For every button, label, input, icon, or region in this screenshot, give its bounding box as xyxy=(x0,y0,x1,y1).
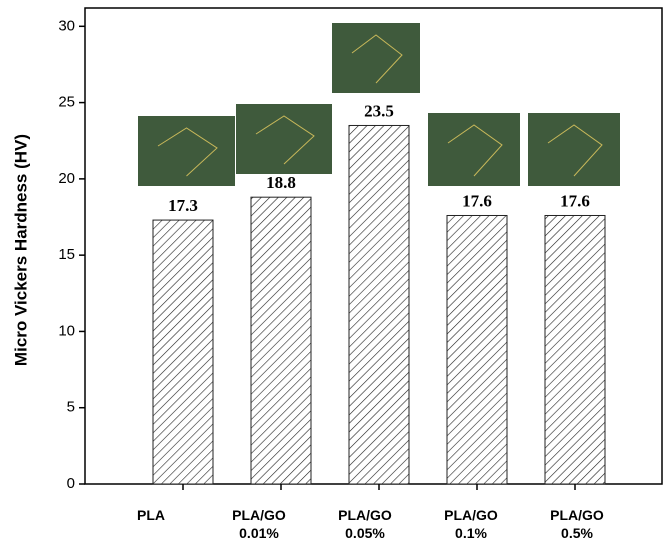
y-tick-label: 5 xyxy=(67,399,75,416)
bar xyxy=(250,196,312,485)
micrograph xyxy=(528,113,620,186)
indent-mark xyxy=(447,124,503,177)
indent-mark xyxy=(351,34,403,84)
bar xyxy=(152,219,214,485)
bar xyxy=(348,124,410,485)
bar xyxy=(544,214,606,485)
x-tick-label: PLA/GO 0.01% xyxy=(232,507,286,541)
value-label: 18.8 xyxy=(266,173,296,192)
value-label: 23.5 xyxy=(364,101,394,120)
x-tick-label: PLA/GO 0.1% xyxy=(444,507,498,541)
y-tick-label: 10 xyxy=(58,322,75,339)
y-tick-label: 15 xyxy=(58,246,75,263)
y-axis-label: Micro Vickers Hardness (HV) xyxy=(11,134,30,366)
indent-mark xyxy=(157,127,218,177)
value-label: 17.6 xyxy=(560,191,590,210)
x-tick-label: PLA/GO 0.05% xyxy=(338,507,392,541)
y-tick-label: 20 xyxy=(58,170,75,187)
y-tick-label: 25 xyxy=(58,94,75,111)
y-tick-label: 0 xyxy=(67,475,75,492)
value-label: 17.3 xyxy=(168,196,198,215)
value-label: 17.6 xyxy=(462,191,492,210)
indent-mark xyxy=(255,115,315,165)
x-tick-label: PLA xyxy=(137,507,165,523)
x-tick-label: PLA/GO 0.5% xyxy=(550,507,604,541)
micrograph xyxy=(428,113,520,186)
bar xyxy=(446,214,508,485)
y-tick-label: 30 xyxy=(58,17,75,34)
indent-mark xyxy=(547,124,603,177)
